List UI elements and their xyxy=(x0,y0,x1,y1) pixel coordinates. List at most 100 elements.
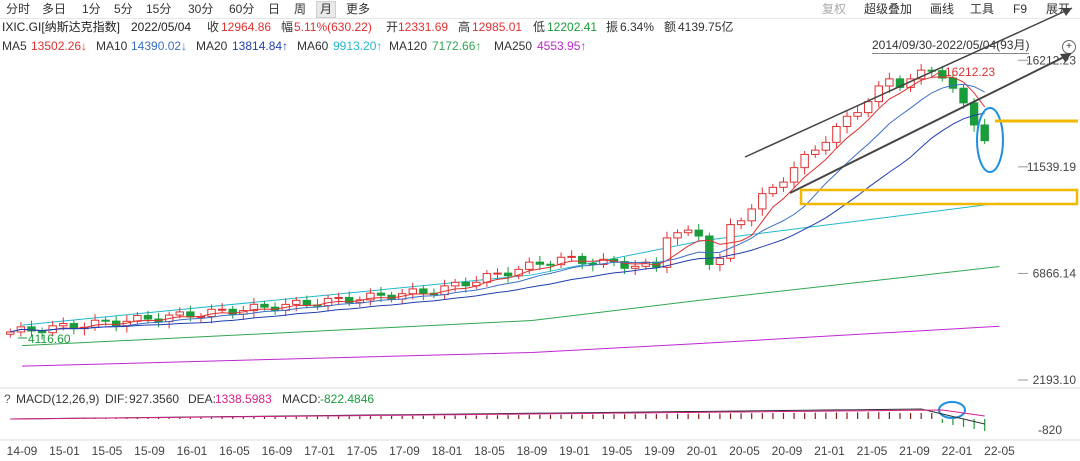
x-tick-label: 16-01 xyxy=(177,444,208,458)
period-month[interactable]: 月 xyxy=(316,1,337,18)
ma10-value: 14390.02↓ xyxy=(131,39,188,53)
period-15min[interactable]: 15分 xyxy=(146,2,172,16)
candle xyxy=(863,101,873,114)
candle xyxy=(546,263,555,266)
candle xyxy=(811,149,820,155)
ma-line-ma250 xyxy=(21,325,1000,367)
period-60min[interactable]: 60分 xyxy=(229,2,255,16)
x-tick-label: 17-09 xyxy=(389,444,420,458)
x-tick-label: 18-09 xyxy=(517,444,548,458)
x-tick-label: 19-01 xyxy=(559,444,590,458)
candle xyxy=(143,315,153,320)
close-label: 收 xyxy=(207,20,220,34)
x-tick-label: 18-05 xyxy=(474,444,505,458)
period-5min[interactable]: 5分 xyxy=(114,2,133,16)
x-tick-label: 17-01 xyxy=(304,444,335,458)
candle xyxy=(800,153,809,169)
ma60-value: 9913.20↑ xyxy=(333,39,383,53)
change-value: 5.11%(630.22) xyxy=(294,20,372,34)
period-day[interactable]: 日 xyxy=(268,2,281,16)
period-multiday[interactable]: 多日 xyxy=(42,2,67,16)
high-annotation: 16212.23 xyxy=(945,65,995,79)
f9-button[interactable]: F9 xyxy=(1013,2,1028,16)
ma-line-ma120 xyxy=(21,266,1000,347)
macd-value-label: MACD: xyxy=(282,392,321,406)
candle xyxy=(948,77,958,89)
candle xyxy=(599,258,608,265)
ma-line-ma60 xyxy=(21,202,1000,326)
overlay-button[interactable]: 超级叠加 xyxy=(864,2,913,16)
ma-line-ma20 xyxy=(10,112,985,333)
period-more[interactable]: 更多 xyxy=(346,2,371,16)
candle xyxy=(885,78,894,87)
period-1min[interactable]: 1分 xyxy=(82,2,101,16)
ma20-label: MA20 xyxy=(196,39,228,53)
adjust-button[interactable]: 复权 xyxy=(822,2,847,16)
dea-line xyxy=(10,409,985,420)
candle xyxy=(302,299,312,306)
trend-arrow-lower xyxy=(1060,53,1072,62)
date-range[interactable]: 2014/09/30-2022/05/04(93月) xyxy=(872,38,1030,54)
x-tick-label: 15-05 xyxy=(92,444,123,458)
candle xyxy=(630,265,640,269)
tools-button[interactable]: 工具 xyxy=(970,2,995,16)
candle xyxy=(112,320,121,327)
ma120-label: MA120 xyxy=(389,39,428,53)
macd-help-icon[interactable]: ? xyxy=(4,392,11,406)
candle xyxy=(345,296,354,304)
candle xyxy=(503,272,513,277)
candle xyxy=(249,303,259,312)
candle xyxy=(207,308,216,317)
candle xyxy=(90,319,100,328)
candle xyxy=(842,115,852,127)
candle xyxy=(228,308,237,315)
candle xyxy=(705,235,714,265)
macd-value: -822.4846 xyxy=(320,392,375,406)
high-annotation-pointer xyxy=(929,71,941,79)
candle xyxy=(186,311,195,318)
dea-value: 1338.5983 xyxy=(215,392,272,406)
draw-line-button[interactable]: 画线 xyxy=(930,2,955,16)
candle xyxy=(6,331,15,335)
highlight-ellipse xyxy=(976,107,1004,173)
candle xyxy=(662,237,672,268)
x-tick-label: 18-01 xyxy=(432,444,463,458)
low-annotation: 4116.60 xyxy=(28,332,71,346)
candle xyxy=(726,224,735,259)
trend-arrow-upper xyxy=(1062,8,1072,16)
period-fenshi[interactable]: 分时 xyxy=(6,2,31,16)
amp-value: 6.34% xyxy=(620,20,655,34)
x-tick-label: 19-05 xyxy=(602,444,633,458)
dif-value: 927.3560 xyxy=(129,392,180,406)
y-tick-label: 2193.10 xyxy=(1033,373,1077,387)
y-tick-label: 11539.19 xyxy=(1027,160,1076,174)
dea-label: DEA: xyxy=(188,392,217,406)
candle xyxy=(980,124,989,142)
x-tick-label: 22-05 xyxy=(984,444,1015,458)
candle xyxy=(736,220,746,226)
y-tick-label: 6866.14 xyxy=(1033,266,1077,280)
close-value: 12964.86 xyxy=(221,20,272,34)
x-tick-label: 21-05 xyxy=(857,444,888,458)
ma250-value: 4553.95↑ xyxy=(537,39,587,53)
dif-label: DIF: xyxy=(105,392,128,406)
ma60-label: MA60 xyxy=(297,39,329,53)
candle xyxy=(959,87,968,104)
candle xyxy=(217,308,227,311)
candle xyxy=(27,326,36,332)
candle xyxy=(292,299,301,305)
candle xyxy=(578,255,587,264)
candle xyxy=(779,181,788,188)
period-week[interactable]: 周 xyxy=(294,2,307,16)
candle xyxy=(758,193,767,210)
low-value: 12202.41 xyxy=(547,20,598,34)
candle xyxy=(832,125,841,143)
candle xyxy=(747,208,756,222)
x-tick-label: 21-01 xyxy=(814,444,845,458)
candle xyxy=(683,229,693,234)
candle xyxy=(969,102,979,126)
period-30min[interactable]: 30分 xyxy=(188,2,214,16)
ma-line-ma5 xyxy=(10,76,986,333)
x-tick-label: 19-09 xyxy=(644,444,675,458)
